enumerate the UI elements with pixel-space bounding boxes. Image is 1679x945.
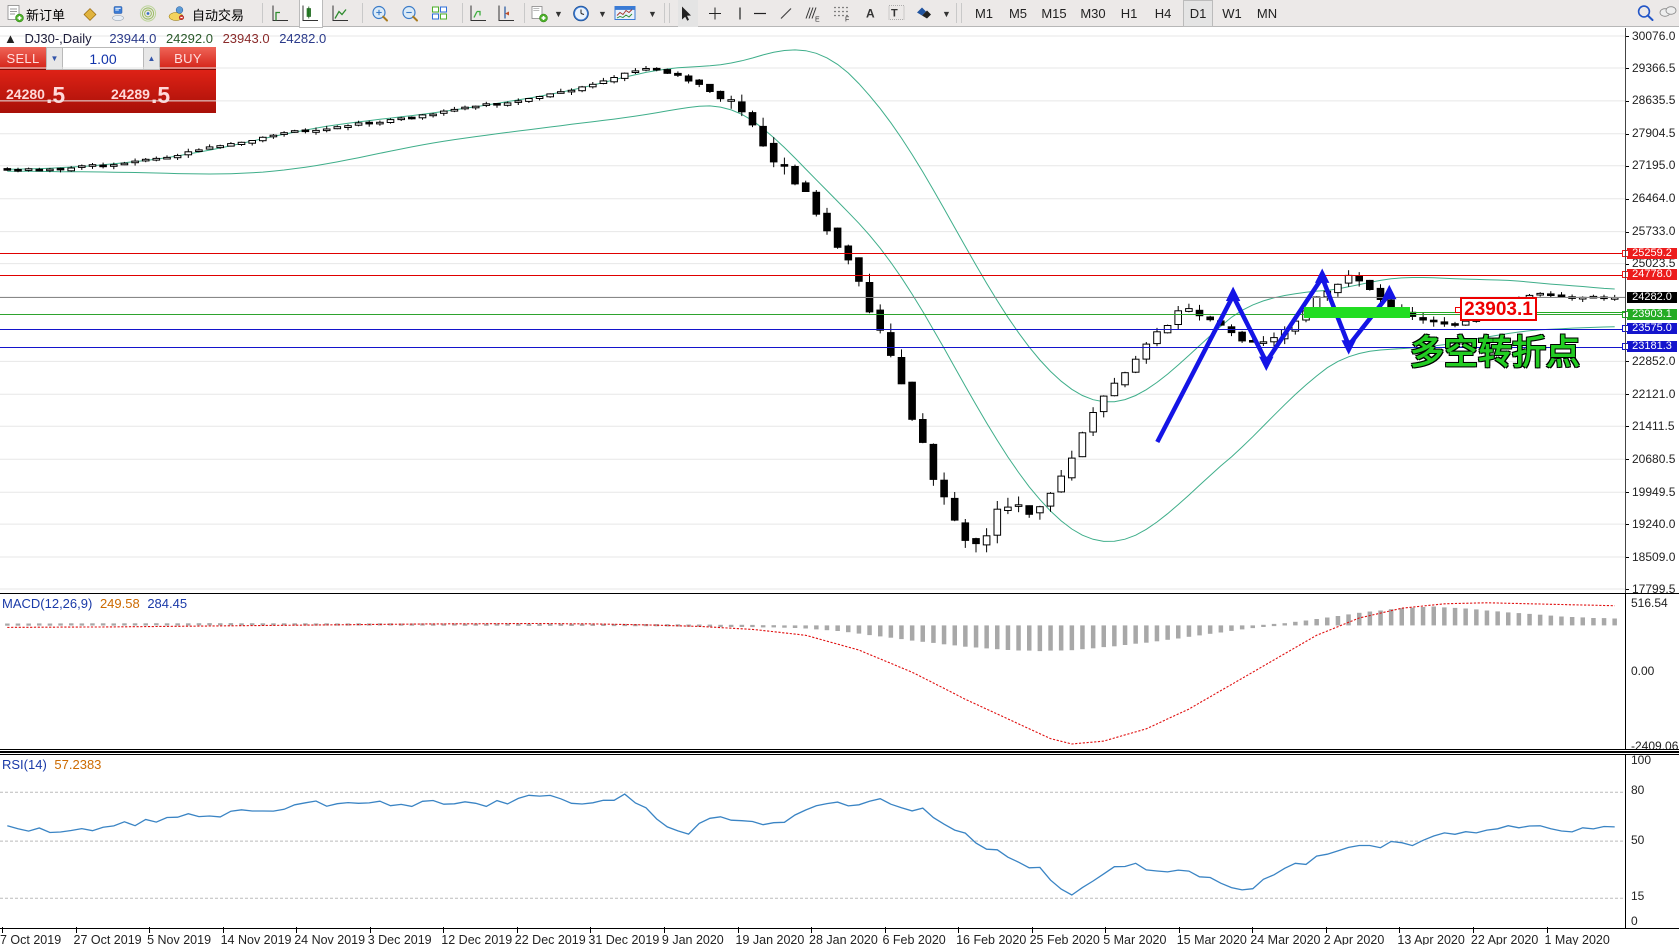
svg-text:T: T bbox=[891, 8, 898, 20]
svg-text:F: F bbox=[845, 17, 849, 24]
svg-text:E: E bbox=[815, 17, 820, 24]
svg-text:A: A bbox=[866, 7, 875, 21]
